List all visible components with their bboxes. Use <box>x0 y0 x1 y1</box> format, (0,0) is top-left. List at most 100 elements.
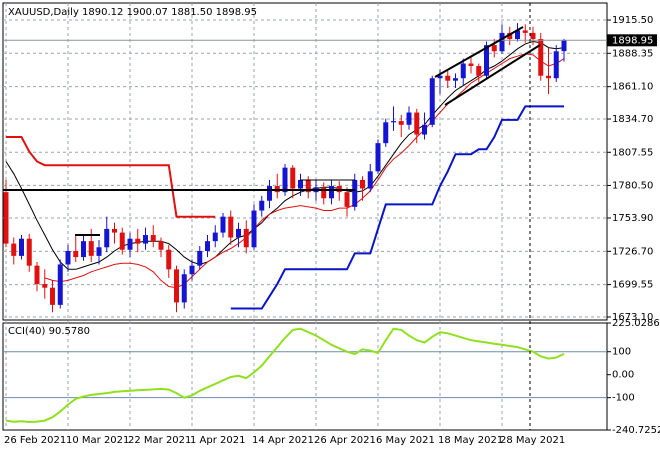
candle-body <box>460 63 466 79</box>
x-tick-label: 1 Apr 2021 <box>190 435 245 446</box>
y-tick-label: 1726.70 <box>612 246 653 257</box>
x-tick-label: 18 May 2021 <box>438 435 503 446</box>
candle-body <box>42 284 48 288</box>
candle-body <box>367 171 373 189</box>
indicator-line <box>230 105 564 310</box>
x-tick-label: 6 May 2021 <box>376 435 435 446</box>
candle-body <box>422 124 427 135</box>
candle-body <box>329 186 334 199</box>
candle-body <box>243 228 249 248</box>
candle-body <box>174 269 179 303</box>
indicator-line <box>6 136 216 218</box>
candle-body <box>491 45 497 52</box>
candle-body <box>484 45 489 76</box>
candle-body <box>3 192 9 244</box>
candle-body <box>305 179 311 193</box>
candle-body <box>104 228 110 248</box>
y-tick-label: 1673.10 <box>612 312 653 323</box>
candle-body <box>267 186 272 201</box>
candle-body <box>538 39 544 76</box>
candle-body <box>81 241 86 258</box>
candle-body <box>406 112 412 125</box>
cci-title: CCI(40) 90.5780 <box>8 326 90 337</box>
candle-body <box>546 75 551 79</box>
candle-body <box>205 241 210 251</box>
y-tick-label: 1699.55 <box>612 280 653 291</box>
candle-body <box>135 238 141 244</box>
candle-body <box>282 167 288 193</box>
candle-body <box>88 241 94 256</box>
candle-body <box>391 121 396 123</box>
candle-body <box>321 187 327 199</box>
y-tick-label: 1753.90 <box>612 213 653 224</box>
candle-body <box>166 249 172 270</box>
cci-line <box>5 327 565 424</box>
candle-body <box>437 75 443 79</box>
candle-body <box>251 210 257 248</box>
y-tick-label: 1780.50 <box>612 180 653 191</box>
chart-title: XAUUSD,Daily 1890.12 1900.07 1881.50 189… <box>8 7 257 18</box>
candle-body <box>34 265 40 285</box>
candle-body <box>197 250 203 266</box>
y-tick-label: -100 <box>612 393 635 404</box>
candle-body <box>73 250 79 258</box>
y-tick-label: 1888.35 <box>612 48 653 59</box>
candle-body <box>453 78 458 81</box>
candle-body <box>127 238 133 250</box>
candle-body <box>119 232 125 250</box>
candle-body <box>507 32 513 40</box>
channel-upper <box>434 26 524 78</box>
candle-body <box>414 112 420 135</box>
candle-body <box>398 121 404 125</box>
candle-body <box>189 265 195 275</box>
candle-body <box>259 200 265 211</box>
candle-body <box>143 235 148 244</box>
last-price-box <box>607 34 657 47</box>
y-tick-label: 1861.10 <box>612 82 653 93</box>
last-price-label: 1898.95 <box>612 35 653 46</box>
x-tick-label: 14 Apr 2021 <box>252 435 314 446</box>
candle-body <box>290 167 296 189</box>
candle-body <box>11 243 17 256</box>
x-tick-label: 26 Apr 2021 <box>314 435 376 446</box>
candle-body <box>515 30 520 40</box>
candle-body <box>383 122 389 144</box>
y-tick-label: 1915.50 <box>612 15 653 26</box>
candle-body <box>220 216 226 233</box>
candle-body <box>468 63 474 66</box>
candle-body <box>26 238 32 266</box>
indicator-line <box>44 53 565 289</box>
x-tick-label: 28 May 2021 <box>500 435 565 446</box>
candle-body <box>19 238 24 256</box>
candle-body <box>553 51 559 79</box>
candle-body <box>445 75 451 81</box>
x-tick-label: 26 Feb 2021 <box>4 435 66 446</box>
y-tick-label: 0.00 <box>612 370 634 381</box>
x-tick-label: 10 Mar 2021 <box>66 435 129 446</box>
candle-body <box>50 287 55 305</box>
candle-body <box>228 216 234 238</box>
y-tick-label: 1807.55 <box>612 147 653 158</box>
candle-body <box>298 179 303 189</box>
channel-lower <box>444 44 541 106</box>
candle-body <box>360 179 365 189</box>
candle-body <box>344 192 350 207</box>
candle-body <box>561 40 567 52</box>
candle-body <box>499 32 505 52</box>
candle-body <box>429 78 435 125</box>
candle-body <box>522 30 528 33</box>
y-tick-label: 225.0286 <box>612 318 660 329</box>
candle-body <box>181 274 187 303</box>
y-tick-label: 100 <box>612 347 631 358</box>
candle-body <box>352 179 358 207</box>
candle-body <box>96 247 102 256</box>
candle-body <box>57 264 63 305</box>
candle-body <box>375 143 381 172</box>
candle-body <box>158 241 164 250</box>
y-tick-label: -240.7252 <box>612 425 660 436</box>
y-tick-label: 1834.70 <box>612 114 653 125</box>
candle-body <box>112 228 117 233</box>
candle-body <box>150 235 156 242</box>
cci-pane <box>2 322 608 431</box>
